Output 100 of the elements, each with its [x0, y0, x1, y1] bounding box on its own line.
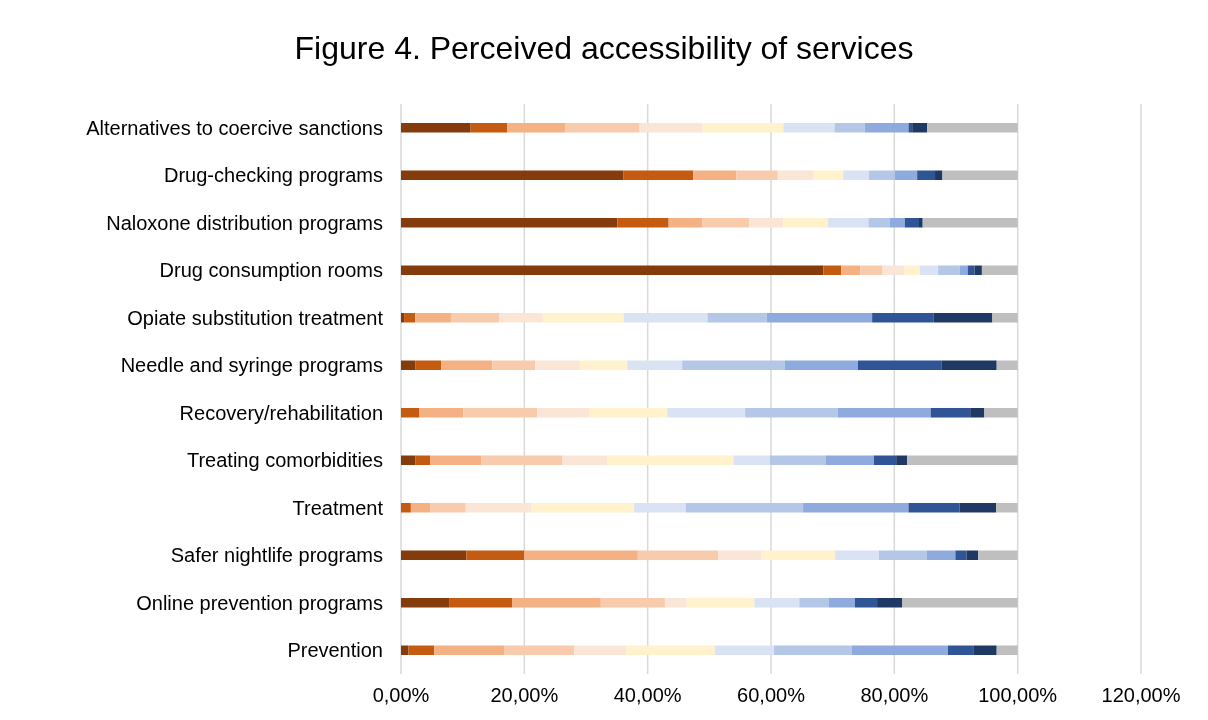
bar [907, 455, 1018, 465]
bar [579, 360, 628, 370]
y-tick-label: Drug-checking programs [164, 164, 383, 187]
bar [851, 645, 948, 655]
bar [930, 408, 971, 418]
bar [966, 550, 979, 560]
bar [401, 313, 405, 323]
bar [408, 645, 435, 655]
bar [693, 170, 737, 180]
bar [745, 408, 838, 418]
bar [761, 550, 836, 560]
bar [450, 313, 500, 323]
bar [908, 503, 960, 513]
bar [769, 455, 826, 465]
x-tick-label: 100,00% [978, 684, 1058, 707]
bar [766, 313, 873, 323]
bar [401, 123, 471, 133]
bar [933, 313, 993, 323]
y-tick-label: Alternatives to coercive sanctions [86, 116, 383, 139]
bar [682, 360, 785, 370]
bar [504, 645, 575, 655]
bar [637, 550, 718, 560]
y-tick-label: Online prevention programs [136, 591, 383, 614]
bar [686, 598, 755, 608]
bar [919, 265, 939, 275]
bar [890, 218, 905, 228]
bar [912, 123, 928, 133]
bar [714, 645, 775, 655]
y-tick-label: Opiate substitution treatment [127, 306, 384, 329]
bar [803, 503, 909, 513]
bar [799, 598, 829, 608]
bar [967, 265, 975, 275]
bar [996, 503, 1018, 513]
bar [996, 360, 1018, 370]
y-tick-label: Needle and syringe programs [120, 354, 383, 377]
bar [919, 218, 923, 228]
bar [894, 170, 918, 180]
y-tick-label: Treatment [292, 496, 384, 519]
bar [935, 170, 943, 180]
bar [401, 598, 450, 608]
bar [783, 218, 828, 228]
y-tick-label: Prevention [287, 639, 383, 662]
bar [860, 265, 883, 275]
bar [825, 455, 874, 465]
bar [917, 170, 936, 180]
bar [996, 645, 1018, 655]
bar [938, 265, 960, 275]
bar [834, 123, 865, 133]
bar [410, 503, 430, 513]
bar [470, 123, 508, 133]
bar [562, 455, 607, 465]
bar [531, 503, 635, 513]
bar [685, 503, 804, 513]
bar [606, 455, 734, 465]
bar [429, 455, 482, 465]
bar [512, 598, 601, 608]
bar [401, 503, 411, 513]
bar [864, 123, 909, 133]
bar [466, 550, 525, 560]
bar [868, 218, 891, 228]
bar [882, 265, 905, 275]
bar [524, 550, 638, 560]
chart-title: Figure 4. Perceived accessibility of services [293, 29, 915, 68]
bar [878, 550, 928, 560]
bar [854, 598, 878, 608]
bar [955, 550, 967, 560]
bar [947, 645, 974, 655]
bar [401, 645, 409, 655]
x-tick-label: 60,00% [737, 684, 806, 707]
bar [904, 265, 920, 275]
bar [733, 455, 770, 465]
bar [857, 360, 942, 370]
bar [835, 550, 879, 560]
bar [626, 645, 715, 655]
bar [434, 645, 505, 655]
bar [449, 598, 512, 608]
bar [736, 170, 778, 180]
bar [401, 550, 467, 560]
bar [415, 360, 442, 370]
bar [589, 408, 668, 418]
x-tick-label: 20,00% [490, 684, 559, 707]
y-tick-label: Safer nightlife programs [170, 544, 383, 567]
bar [668, 218, 703, 228]
bar [574, 645, 627, 655]
bar [841, 265, 861, 275]
bar [664, 598, 687, 608]
bar [904, 218, 919, 228]
bar [535, 360, 580, 370]
bar [978, 550, 1018, 560]
bar [783, 123, 835, 133]
bar [872, 313, 934, 323]
bar [401, 455, 416, 465]
bar [828, 598, 855, 608]
bar [481, 455, 563, 465]
bar [401, 360, 416, 370]
y-tick-label: Drug consumption rooms [159, 259, 383, 282]
bar [974, 265, 982, 275]
y-tick-label: Naloxone distribution programs [106, 211, 383, 234]
bar [869, 170, 895, 180]
bar [415, 313, 451, 323]
